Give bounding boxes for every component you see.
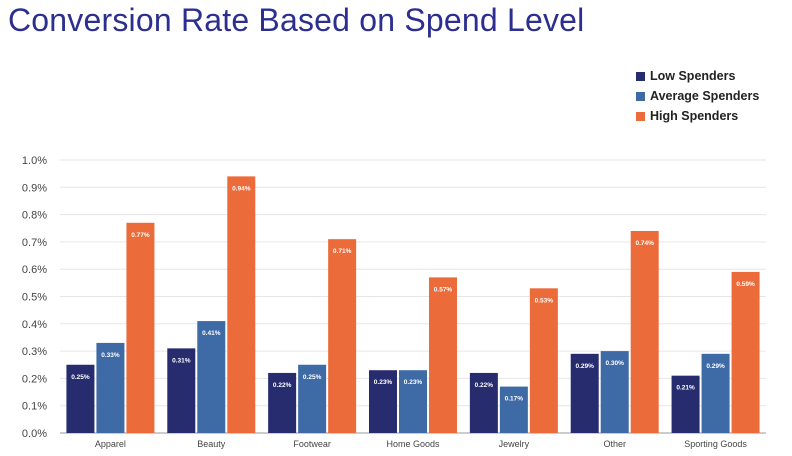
bar-high-spenders [328,239,357,433]
y-tick-label: 0.5% [22,292,47,304]
x-category-label: Beauty [197,439,226,449]
bar-low-spenders [369,370,397,433]
bar-value-label: 0.23% [404,379,423,386]
x-category-label: Apparel [95,439,126,449]
y-tick-label: 0.9% [22,182,47,194]
y-tick-label: 1.0% [22,155,47,167]
x-category-label: Jewelry [499,439,530,449]
bar-value-label: 0.29% [575,363,594,370]
legend-item-low-spenders: Low Spenders [636,66,786,86]
bar-high-spenders [429,277,457,433]
bar-low-spenders [671,375,700,433]
bar-value-label: 0.30% [605,360,624,367]
y-tick-label: 0.7% [22,237,47,249]
bar-high-spenders [630,230,659,433]
bar-average-spenders [600,351,629,433]
bar-value-label: 0.74% [635,240,654,247]
bar-value-label: 0.33% [101,352,120,359]
bar-low-spenders [167,348,196,433]
legend-swatch-low-spenders [636,71,645,81]
y-tick-label: 0.8% [22,210,47,222]
bar-value-label: 0.41% [202,330,221,337]
legend-label-low-spenders: Low Spenders [650,69,736,83]
y-tick-label: 0.6% [22,264,47,276]
y-tick-label: 0.0% [22,428,47,440]
legend: Low Spenders Average Spenders High Spend… [636,66,786,126]
x-category-label: Home Goods [386,439,440,449]
bar-value-label: 0.25% [303,374,322,381]
legend-label-average-spenders: Average Spenders [650,89,760,103]
bar-low-spenders [268,372,297,433]
bar-high-spenders [227,176,256,433]
y-axis-ticks: 0.0% 0.1% 0.2% 0.3% 0.4% 0.5% 0.6% 0.7% 0.8% 0.9%… [22,155,47,440]
bar-value-label: 0.29% [706,363,725,370]
legend-label-high-spenders: High Spenders [650,109,739,123]
legend-item-average-spenders: Average Spenders [636,86,786,106]
bars [66,176,760,433]
bar-value-label: 0.17% [505,396,524,403]
bar-high-spenders [529,288,558,433]
bar-value-label: 0.59% [736,281,755,288]
bar-value-label: 0.25% [71,374,90,381]
bar-value-label: 0.71% [333,248,352,255]
bar-value-label: 0.23% [374,379,393,386]
bar-average-spenders [499,386,528,433]
bar-value-label: 0.22% [475,382,494,389]
legend-item-high-spenders: High Spenders [636,106,786,126]
bar-low-spenders [570,353,599,433]
bar-average-spenders [298,364,327,433]
bar-value-label: 0.22% [273,382,292,389]
legend-swatch-average-spenders [636,91,645,101]
bar-value-label: 0.77% [131,232,150,239]
legend-swatch-high-spenders [636,111,645,121]
bar-low-spenders [469,372,498,433]
bar-value-label: 0.53% [535,297,554,304]
x-category-label: Footwear [293,439,331,449]
x-category-label: Sporting Goods [684,439,747,449]
bar-value-label: 0.21% [676,385,695,392]
bar-value-label: 0.57% [434,286,453,293]
y-tick-label: 0.2% [22,373,47,385]
bar-value-label: 0.31% [172,357,191,364]
bar-average-spenders [96,342,125,433]
bar-high-spenders [126,222,155,433]
y-tick-label: 0.4% [22,319,47,331]
y-tick-label: 0.3% [22,346,47,358]
bar-labels: 0.25% 0.33% 0.77% 0.31% 0.41% 0.94% 0.22% 0.25%… [71,185,755,402]
x-category-label: Other [603,439,626,449]
bar-high-spenders [731,271,760,433]
bar-value-label: 0.94% [232,185,251,192]
bar-low-spenders [66,364,95,433]
y-tick-label: 0.1% [22,401,47,413]
chart-title: Conversion Rate Based on Spend Level [8,2,585,38]
bar-average-spenders [701,353,730,433]
bar-average-spenders [197,321,226,433]
bar-average-spenders [399,370,427,433]
x-axis-categories: Apparel Beauty Footwear Home Goods Jewelry Ot… [95,439,747,449]
